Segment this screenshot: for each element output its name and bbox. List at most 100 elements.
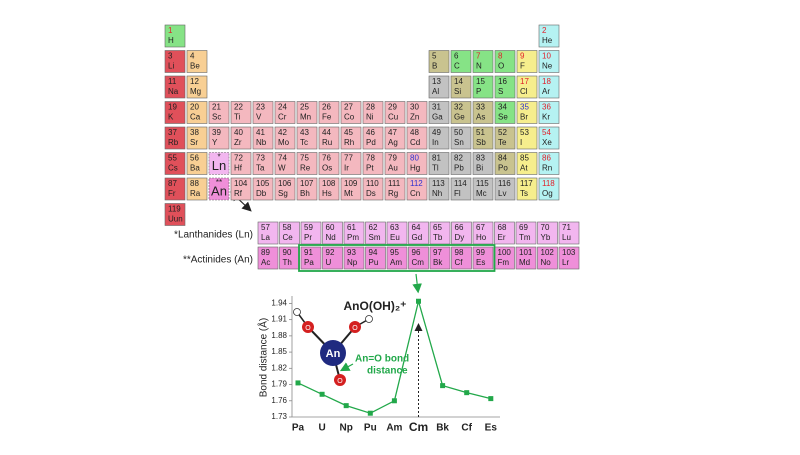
- element-symbol: Kr: [542, 113, 550, 122]
- atomic-number: 99: [476, 248, 485, 257]
- atomic-number: 94: [369, 248, 378, 257]
- element-cell: 7N: [472, 50, 494, 73]
- atomic-number: 22: [234, 103, 243, 112]
- element-box: [343, 221, 365, 245]
- element-box: [494, 221, 515, 245]
- element-box: [386, 246, 408, 270]
- atomic-number: 113: [432, 179, 445, 188]
- element-box: [252, 101, 274, 124]
- element-box: [274, 126, 296, 150]
- element-symbol: He: [542, 36, 553, 45]
- atomic-number: 47: [388, 128, 397, 137]
- atomic-number: 42: [278, 128, 287, 137]
- atomic-number: 71: [562, 223, 571, 232]
- atomic-number: 118: [542, 179, 555, 188]
- x-tick-label: U: [318, 423, 325, 434]
- element-box: [252, 126, 274, 150]
- data-point: [488, 396, 494, 402]
- chart-title: AnO(OH)₂⁺: [344, 299, 407, 313]
- element-box: [186, 177, 208, 201]
- x-tick-label: Pu: [364, 423, 377, 434]
- element-box: [494, 75, 516, 99]
- element-symbol: Ra: [190, 189, 201, 198]
- element-symbol: Be: [190, 62, 200, 71]
- atomic-number: 63: [390, 223, 399, 232]
- element-symbol: B: [432, 62, 437, 71]
- element-symbol: Fm: [498, 258, 510, 267]
- element-box: [538, 75, 560, 99]
- element-box: [252, 177, 274, 201]
- atomic-number: 102: [541, 248, 555, 257]
- element-box: [257, 221, 279, 245]
- atomic-number: 45: [344, 128, 353, 137]
- atomic-number: 7: [476, 52, 481, 61]
- element-box: [516, 177, 538, 201]
- element-symbol: Am: [390, 258, 402, 267]
- element-box: [340, 177, 362, 201]
- element-box: [274, 101, 296, 124]
- element-symbol: O: [498, 62, 504, 71]
- element-symbol: C: [454, 62, 460, 71]
- element-symbol: Si: [454, 87, 461, 96]
- element-symbol: Yb: [541, 233, 551, 242]
- y-tick-label: 1.73: [271, 412, 287, 421]
- atomic-number: 19: [168, 103, 177, 112]
- atomic-number: 87: [168, 179, 177, 188]
- atomic-number: 44: [322, 128, 331, 137]
- atomic-number: 117: [520, 179, 533, 188]
- element-symbol: At: [520, 164, 528, 173]
- element-symbol: Mn: [300, 113, 311, 122]
- atomic-number: 28: [366, 103, 375, 112]
- element-symbol: Ne: [542, 62, 553, 71]
- x-tick-label: Pa: [292, 423, 305, 434]
- element-cell: 3Li: [164, 50, 186, 73]
- atomic-number: 15: [476, 77, 485, 86]
- element-box: [252, 152, 274, 175]
- element-box: [365, 221, 386, 245]
- atomic-number: 33: [476, 103, 485, 112]
- highlight-box: [298, 244, 496, 272]
- element-box: [472, 101, 494, 124]
- element-symbol: Au: [388, 164, 398, 173]
- element-symbol: Fr: [168, 189, 176, 198]
- atomic-number: 73: [256, 154, 265, 163]
- data-point: [464, 390, 470, 396]
- element-symbol: Sb: [476, 138, 486, 147]
- element-box: [362, 126, 384, 150]
- element-symbol: Re: [300, 164, 311, 173]
- element-cell: 39Y: [208, 126, 230, 150]
- element-symbol: Rh: [344, 138, 354, 147]
- element-box: [164, 75, 186, 99]
- element-symbol: Ts: [520, 189, 528, 198]
- element-symbol: Ho: [476, 233, 487, 242]
- atomic-number: 11: [168, 77, 177, 86]
- element-symbol: P: [476, 87, 481, 96]
- atomic-number: 89: [261, 248, 270, 257]
- element-box: [516, 75, 538, 99]
- element-box: [451, 246, 472, 270]
- element-symbol: N: [476, 62, 482, 71]
- element-box: [472, 221, 494, 245]
- element-box: [450, 177, 472, 201]
- element-box: [296, 177, 318, 201]
